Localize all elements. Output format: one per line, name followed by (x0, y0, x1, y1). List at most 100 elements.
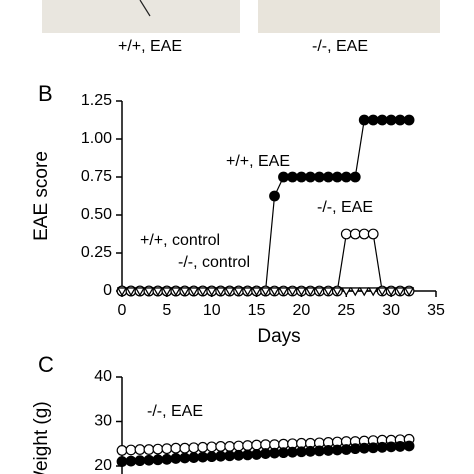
marker (313, 171, 325, 183)
marker (269, 190, 280, 202)
marker (305, 445, 316, 457)
marker (313, 445, 325, 457)
marker (358, 442, 370, 454)
x-tick-label: 10 (203, 302, 221, 319)
marker (143, 287, 154, 297)
marker (206, 287, 217, 297)
marker (349, 443, 361, 455)
x-tick-label: 15 (248, 302, 266, 319)
marker (323, 287, 334, 297)
y-tick-label: 30 (94, 413, 112, 430)
marker (394, 114, 406, 126)
marker (278, 287, 289, 297)
marker (170, 287, 181, 297)
marker (152, 287, 163, 297)
marker (206, 441, 218, 453)
marker (242, 287, 253, 297)
marker (179, 442, 191, 454)
marker (322, 445, 334, 456)
marker (367, 228, 379, 240)
y-tick-label: 0.25 (81, 244, 112, 261)
marker (224, 441, 236, 452)
marker (260, 439, 271, 451)
marker (385, 114, 397, 126)
marker (287, 287, 298, 297)
marker (358, 114, 370, 126)
marker (242, 440, 254, 451)
marker (116, 456, 128, 467)
marker (233, 287, 244, 297)
marker (404, 287, 415, 297)
marker (170, 442, 182, 454)
marker (152, 454, 164, 466)
micrograph (42, 0, 240, 33)
x-tick-label: 20 (293, 302, 311, 319)
marker (188, 452, 200, 463)
marker (161, 443, 173, 455)
x-tick-label: 30 (382, 302, 400, 319)
marker (215, 441, 227, 452)
x-tick-label: 35 (427, 302, 445, 319)
y-tick-label: 40 (94, 368, 112, 385)
marker (349, 228, 361, 240)
marker (376, 441, 388, 453)
series-label: -/-, EAE (147, 403, 203, 420)
marker (197, 441, 209, 453)
marker (125, 444, 137, 456)
marker (134, 444, 146, 455)
marker (125, 287, 137, 297)
y-tick-label: 20 (94, 457, 112, 474)
marker (116, 445, 128, 456)
marker (251, 449, 262, 460)
marker (134, 287, 145, 297)
marker (296, 446, 307, 458)
series-label: -/-, EAE (317, 199, 373, 216)
marker (377, 287, 388, 297)
marker (197, 287, 208, 297)
marker (179, 452, 191, 464)
marker (331, 444, 343, 456)
marker (188, 287, 199, 297)
marker (350, 287, 361, 297)
image-caption: +/+, EAE (118, 38, 182, 55)
marker (224, 450, 236, 462)
marker (116, 287, 128, 297)
marker (278, 447, 289, 459)
marker (376, 114, 388, 126)
marker (224, 287, 235, 297)
marker (305, 287, 316, 297)
marker (215, 450, 227, 462)
y-tick-label: 0 (103, 282, 112, 299)
marker (349, 171, 361, 183)
marker (161, 287, 172, 297)
marker (206, 451, 218, 463)
y-tick-label: 1.25 (81, 92, 112, 109)
micrograph (258, 0, 440, 33)
marker (170, 453, 182, 464)
marker (161, 453, 173, 465)
x-tick-label: 0 (118, 302, 127, 319)
marker (278, 171, 289, 183)
marker (215, 287, 226, 297)
y-tick-label: 1.00 (81, 130, 112, 147)
marker (367, 442, 379, 454)
y-tick-label: 0.50 (81, 206, 112, 223)
marker (152, 443, 164, 455)
marker (332, 287, 343, 297)
marker (134, 455, 146, 467)
marker (314, 287, 325, 297)
marker (296, 171, 307, 183)
marker (358, 228, 370, 240)
marker (143, 454, 155, 466)
y-tick-label: 0.75 (81, 168, 112, 185)
marker (188, 442, 200, 454)
series-label: +/+, EAE (226, 153, 290, 170)
image-caption: -/-, EAE (312, 38, 368, 55)
marker (386, 287, 397, 297)
marker (125, 455, 137, 467)
series-label: -/-, control (178, 254, 250, 271)
marker (179, 287, 190, 297)
marker (340, 171, 352, 183)
marker (233, 449, 245, 461)
